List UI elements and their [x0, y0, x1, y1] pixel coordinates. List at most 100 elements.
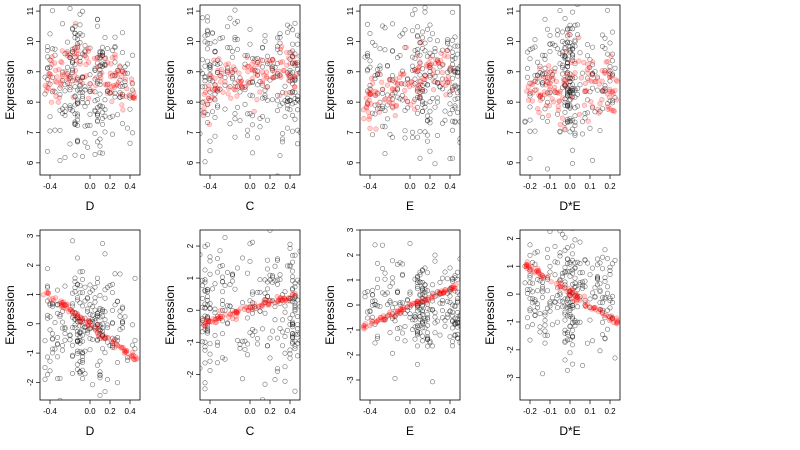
- y-tick-label: 9: [506, 69, 515, 74]
- black-point: [49, 89, 55, 95]
- red-point: [569, 296, 576, 302]
- black-point: [394, 289, 400, 295]
- red-point: [443, 82, 449, 88]
- black-point: [364, 53, 370, 59]
- black-point: [70, 290, 76, 296]
- y-tick-label: 1: [506, 263, 515, 268]
- black-point: [97, 72, 103, 78]
- red-point: [395, 308, 401, 314]
- black-point: [259, 82, 265, 88]
- black-point: [544, 332, 550, 338]
- black-point: [255, 82, 261, 88]
- red-point: [201, 91, 207, 97]
- black-point: [112, 72, 118, 78]
- black-point: [444, 314, 450, 320]
- black-point: [289, 77, 295, 83]
- black-point: [120, 306, 126, 312]
- red-point: [582, 303, 589, 310]
- red-point: [537, 93, 543, 99]
- red-point: [230, 316, 236, 322]
- black-point: [569, 9, 575, 15]
- black-point: [227, 303, 233, 309]
- black-point: [77, 319, 83, 325]
- black-point: [97, 392, 103, 398]
- black-point: [44, 44, 50, 50]
- black-point: [112, 271, 118, 277]
- black-point: [427, 120, 433, 126]
- black-point: [294, 322, 300, 328]
- black-point: [384, 92, 390, 98]
- black-point: [552, 65, 558, 71]
- black-point: [72, 322, 78, 328]
- x-tick-label: 0.4: [284, 182, 296, 191]
- black-point: [250, 332, 256, 338]
- black-point: [205, 294, 211, 300]
- black-point: [429, 343, 435, 349]
- black-point: [107, 90, 113, 96]
- black-point: [392, 301, 398, 307]
- black-point: [210, 286, 216, 292]
- black-point: [59, 347, 65, 353]
- black-point: [215, 103, 221, 109]
- red-point: [535, 268, 542, 274]
- black-point: [44, 47, 50, 53]
- black-point: [95, 118, 101, 124]
- red-point: [201, 98, 207, 105]
- red-point: [368, 90, 374, 97]
- red-point: [55, 99, 61, 105]
- black-point: [72, 23, 78, 29]
- black-point: [442, 108, 448, 114]
- red-point: [548, 73, 555, 79]
- black-point: [564, 63, 570, 69]
- red-point: [100, 335, 106, 341]
- black-point: [90, 316, 96, 322]
- black-point: [232, 80, 238, 86]
- red-point: [440, 290, 447, 296]
- red-point: [263, 69, 270, 75]
- red-point: [278, 297, 284, 303]
- black-point: [207, 341, 213, 347]
- red-point: [54, 79, 60, 85]
- black-point: [262, 310, 268, 316]
- red-point: [576, 111, 583, 117]
- red-point: [524, 262, 531, 268]
- black-point: [205, 58, 211, 64]
- black-point: [542, 16, 548, 22]
- black-point: [587, 317, 593, 323]
- red-point: [271, 74, 277, 81]
- red-point: [112, 73, 118, 79]
- y-axis-label: Expression: [483, 60, 497, 119]
- black-point: [405, 176, 409, 180]
- red-point: [561, 286, 567, 292]
- black-point: [449, 313, 455, 319]
- black-point: [449, 118, 455, 124]
- red-point: [441, 288, 448, 295]
- black-point: [577, 282, 583, 288]
- black-point: [372, 242, 378, 248]
- black-point: [292, 89, 298, 95]
- black-point: [262, 290, 268, 296]
- black-point: [75, 100, 81, 106]
- red-point: [202, 89, 209, 95]
- black-point: [397, 302, 403, 308]
- red-point: [415, 65, 421, 71]
- red-point: [254, 61, 260, 67]
- black-point: [289, 274, 295, 280]
- black-point: [552, 272, 558, 278]
- red-point: [260, 78, 266, 84]
- red-point: [64, 48, 70, 54]
- black-point: [77, 39, 83, 45]
- black-point: [437, 300, 443, 306]
- red-point: [573, 293, 579, 299]
- black-point: [75, 329, 81, 335]
- red-point: [200, 112, 206, 119]
- red-point: [376, 70, 382, 76]
- black-point: [379, 290, 385, 296]
- black-point: [447, 293, 453, 299]
- black-point: [102, 335, 108, 341]
- red-point: [546, 81, 552, 87]
- black-point: [250, 289, 256, 295]
- black-point: [222, 307, 228, 313]
- black-point: [419, 99, 425, 105]
- red-point: [418, 298, 424, 304]
